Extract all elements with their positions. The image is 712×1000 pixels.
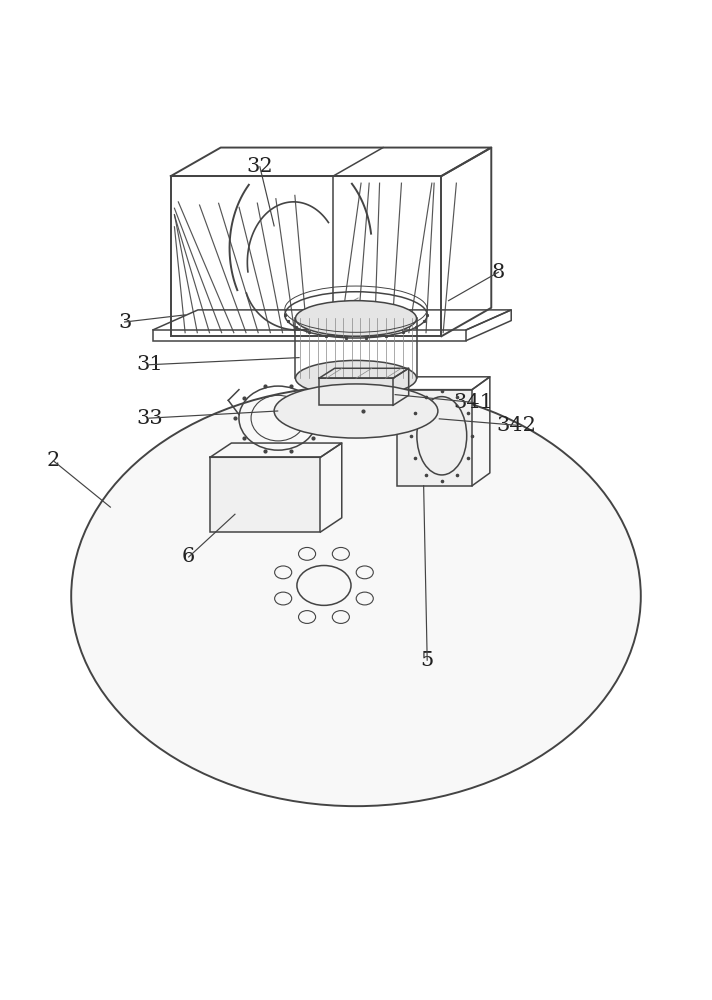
Bar xyxy=(210,457,320,532)
Text: 32: 32 xyxy=(246,157,273,176)
Ellipse shape xyxy=(295,301,417,336)
Text: 2: 2 xyxy=(47,451,60,470)
Ellipse shape xyxy=(274,384,438,438)
Text: 3: 3 xyxy=(118,312,131,332)
Bar xyxy=(171,176,441,336)
Text: 341: 341 xyxy=(454,393,493,412)
Text: 5: 5 xyxy=(421,651,434,670)
Text: 8: 8 xyxy=(492,263,505,282)
Ellipse shape xyxy=(71,386,641,806)
Bar xyxy=(319,378,393,405)
Text: 31: 31 xyxy=(136,355,163,374)
Bar xyxy=(153,330,466,341)
Text: 6: 6 xyxy=(182,547,195,566)
Ellipse shape xyxy=(295,360,417,396)
Text: 342: 342 xyxy=(496,416,536,435)
Text: 33: 33 xyxy=(136,409,163,428)
Bar xyxy=(397,390,472,486)
